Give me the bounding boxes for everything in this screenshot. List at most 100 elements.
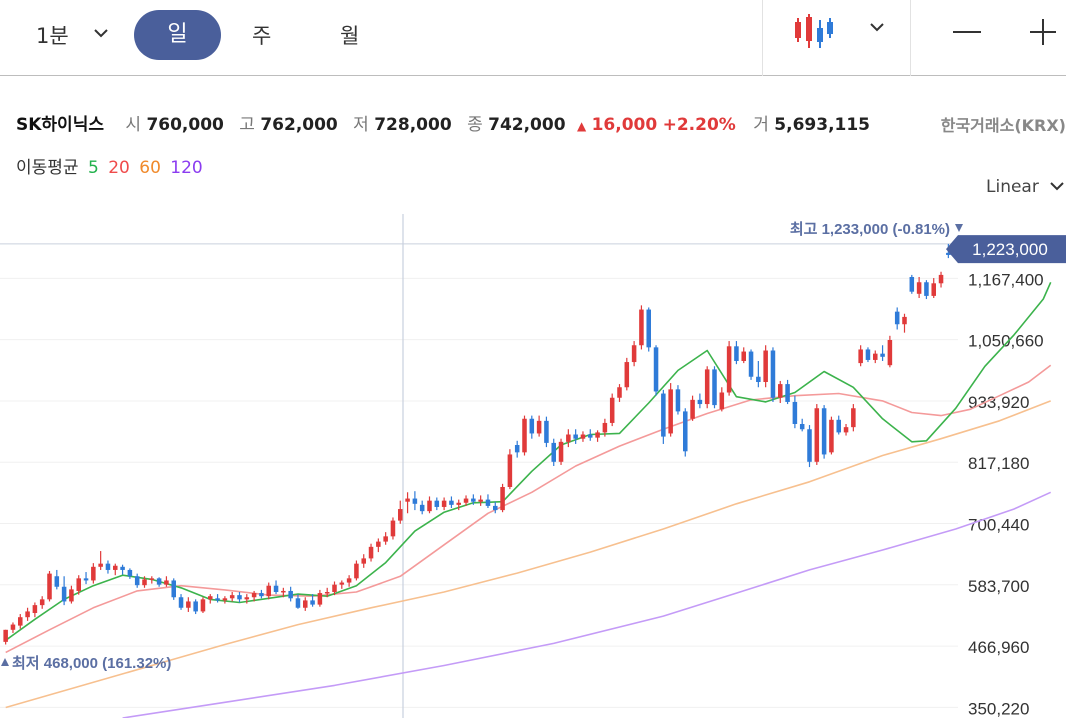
candle-body: [222, 598, 228, 601]
change-percent: +2.20%: [662, 115, 736, 135]
candle-body: [244, 597, 250, 600]
stock-name: SK하이닉스: [16, 115, 104, 135]
candle-body: [792, 401, 798, 424]
price-chart[interactable]: 350,220 466,960 583,700 700,440 817,180 933,9…: [0, 200, 1066, 718]
candle-body: [529, 418, 535, 434]
candle-body: [916, 282, 922, 294]
candle-body: [354, 563, 359, 579]
ma60-line: [5, 400, 1051, 709]
candle-body: [697, 399, 703, 405]
candle-body: [821, 408, 827, 455]
candle-body: [624, 362, 630, 388]
tab-month[interactable]: 월: [340, 20, 359, 50]
candle-body: [434, 500, 440, 507]
candle-body: [427, 500, 432, 512]
candle-body: [478, 499, 483, 502]
candle-body: [902, 316, 907, 325]
candle-body: [894, 311, 900, 325]
candle-body: [332, 584, 337, 592]
candle-body: [25, 611, 30, 618]
min-marker-icon: [1, 658, 9, 666]
open-value: 760,000: [146, 115, 224, 135]
candle-body: [690, 399, 695, 419]
zoom-in-icon[interactable]: [1029, 18, 1057, 46]
change-value: 16,000: [591, 115, 658, 135]
candle-body: [412, 498, 418, 504]
candle-body: [61, 586, 67, 602]
candle-body: [938, 274, 944, 284]
candle-body: [120, 566, 125, 570]
candle-body: [653, 347, 659, 392]
candle-body: [18, 617, 23, 626]
candle-body: [383, 536, 388, 542]
close-label: 종: [467, 115, 483, 135]
toolbar-divider: [910, 0, 911, 76]
candle-body: [463, 498, 469, 503]
candle-body: [368, 546, 374, 559]
candlestick-icon[interactable]: [794, 12, 834, 52]
candle-body: [83, 578, 89, 581]
candle-body: [734, 346, 739, 361]
candle-body: [668, 389, 673, 434]
up-arrow-icon: ▲: [576, 119, 587, 133]
candle-body: [164, 580, 169, 585]
candle-body: [419, 504, 425, 512]
y-tick-label: 466,960: [968, 638, 1029, 657]
candle-body: [748, 351, 754, 377]
candle-body: [726, 346, 732, 393]
candle-body: [295, 598, 301, 608]
candle-body: [507, 454, 513, 487]
candle-body: [134, 576, 140, 586]
candle-body: [829, 419, 834, 453]
candle-body: [770, 350, 776, 398]
candle-body: [405, 498, 410, 502]
scale-select[interactable]: Linear: [986, 177, 1064, 197]
candle-body: [631, 345, 637, 363]
candle-body: [251, 593, 257, 598]
chart-type-chevron-icon[interactable]: [870, 23, 884, 33]
candle-body: [98, 563, 103, 567]
candle-body: [310, 600, 315, 605]
tab-day[interactable]: 일: [134, 10, 221, 60]
max-marker-icon: [955, 224, 963, 232]
ma-20[interactable]: 20: [108, 158, 130, 178]
chevron-down-icon: [1050, 182, 1064, 191]
low-label: 저: [353, 115, 369, 135]
candle-body: [544, 420, 549, 443]
ma-120[interactable]: 120: [170, 158, 203, 178]
candle-body: [441, 500, 447, 507]
candle-body: [76, 578, 81, 591]
candle-body: [880, 353, 885, 357]
candle-body: [873, 353, 878, 360]
zoom-out-icon[interactable]: [952, 20, 982, 44]
max-price-label: 최고 1,233,000 (-0.81%): [790, 220, 950, 238]
candle-body: [609, 397, 615, 423]
candle-body: [449, 500, 454, 505]
candle-body: [149, 578, 155, 580]
y-tick-label: 350,220: [968, 699, 1029, 718]
tab-week[interactable]: 주: [252, 20, 271, 50]
volume-value: 5,693,115: [774, 115, 871, 135]
ma20-line: [5, 364, 1052, 654]
ma-60[interactable]: 60: [139, 158, 161, 178]
candle-body: [259, 593, 264, 597]
ma-label: 이동평균: [16, 158, 79, 178]
candle-body: [704, 369, 710, 405]
candle-body: [471, 498, 476, 502]
candle-body: [522, 418, 527, 453]
tab-day-label: 일: [167, 22, 188, 47]
candle-body: [156, 578, 162, 585]
low-value: 728,000: [374, 115, 452, 135]
candle-body: [836, 419, 841, 433]
y-tick-label: 583,700: [968, 577, 1029, 596]
candle-body: [229, 595, 235, 599]
y-tick-label: 1,167,400: [968, 270, 1044, 289]
candle-body: [588, 434, 593, 438]
candle-body: [237, 595, 242, 600]
interval-select[interactable]: 1분: [36, 20, 69, 50]
ma-5[interactable]: 5: [87, 158, 99, 178]
candle-body: [54, 576, 60, 587]
candle-body: [288, 590, 293, 599]
candle-body: [646, 309, 651, 348]
chevron-down-icon[interactable]: [94, 29, 108, 39]
